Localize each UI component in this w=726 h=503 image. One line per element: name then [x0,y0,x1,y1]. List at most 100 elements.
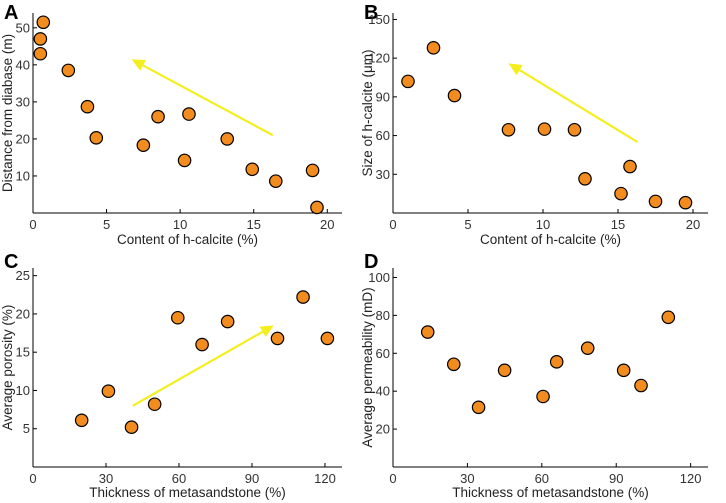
y-tick-label: 15 [16,345,30,360]
y-tick-label: 90 [376,89,390,104]
data-point [245,162,260,177]
data-point [182,107,196,121]
data-point [195,337,209,352]
panel-c-letter: C [4,251,18,273]
data-point [678,195,693,210]
data-point [124,420,139,434]
data-point [170,310,185,325]
panel-a: A 0 5 10 15 20 10 20 30 40 50 Content of h-calcit… [0,2,342,247]
data-point [616,363,631,378]
y-tick-label: 20 [16,131,30,146]
trend-arrow-shaft [132,330,264,407]
data-point [61,63,76,78]
data-point [614,186,628,201]
data-point [74,413,89,428]
data-point [446,357,461,372]
data-point [497,363,512,378]
x-tick-label: 120 [680,471,702,486]
data-point [401,74,415,89]
data-point [471,400,486,415]
y-tick-label: 120 [368,51,390,66]
x-tick-label: 90 [245,471,259,486]
panel-d-x-label: Thickness of metasandstone (%) [452,485,649,500]
x-tick-label: 15 [611,217,625,232]
data-point [33,46,48,61]
panel-d-points [420,310,676,415]
panel-b: B 0 5 10 15 20 30 60 90 120 150 Content of h-calc… [360,2,708,247]
data-point [537,122,552,136]
data-point [567,122,582,137]
panel-b-points [401,41,693,210]
panel-d-letter: D [364,251,378,273]
x-tick-label: 30 [99,471,113,486]
data-point [549,355,564,369]
x-tick-label: 90 [609,471,623,486]
panel-c-trend-arrow [132,325,274,407]
y-tick-label: 10 [16,168,30,183]
y-tick-label: 60 [376,128,390,143]
y-tick-label: 25 [16,268,30,283]
panel-a-points [33,15,324,215]
data-point [33,32,48,46]
data-point [661,310,676,325]
x-tick-label: 10 [536,217,550,232]
data-point [147,397,162,412]
y-tick-label: 30 [376,167,390,182]
data-point [536,389,550,404]
x-tick-label: 5 [103,217,110,232]
x-tick-label: 0 [29,217,36,232]
data-point [578,172,592,186]
data-point [623,159,637,174]
panel-d-y-label: Average permeability (mD) [360,287,375,447]
panel-d: D 0 30 60 90 120 20 40 60 80 100 Thickness of met… [360,251,708,500]
panel-b-y-label: Size of h-calcite (μm) [360,49,375,176]
panel-c-points [74,290,335,434]
y-tick-label: 40 [376,384,390,399]
panel-b-trend-arrow [508,63,639,143]
data-point [634,378,648,393]
data-point [80,99,95,114]
trend-arrow-head [131,59,146,71]
panel-a-letter: A [4,2,18,24]
data-point [648,194,663,209]
y-tick-label: 40 [16,57,30,72]
panel-c: C 0 30 60 90 120 5 10 15 20 25 Thickness of metas… [0,251,342,500]
panel-a-trend-arrow [131,59,274,137]
x-tick-label: 20 [320,217,334,232]
data-point [177,153,192,168]
data-point [268,174,283,188]
x-tick-label: 60 [535,471,549,486]
panel-c-y-label: Average porosity (%) [0,305,15,431]
y-tick-label: 80 [376,308,390,323]
data-point [320,331,335,346]
x-tick-label: 30 [460,471,474,486]
data-point [89,131,104,145]
data-point [426,41,441,55]
x-tick-label: 5 [464,217,471,232]
data-point [501,122,516,137]
x-tick-label: 10 [173,217,187,232]
panel-b-letter: B [364,2,378,24]
panel-c-axes [32,268,342,468]
panel-a-x-label: Content of h-calcite (%) [117,232,258,247]
data-point [220,132,235,146]
panel-a-axes [32,13,342,214]
panel-b-ticks: 0 5 10 15 20 30 60 90 120 150 [368,12,700,232]
panel-a-y-label: Distance from diabase (m) [0,34,15,192]
data-point [447,88,462,103]
panel-d-ticks: 0 30 60 90 120 20 40 60 80 100 [368,270,701,486]
data-point [305,163,320,178]
y-tick-label: 5 [23,421,30,436]
trend-arrow-shaft [142,64,274,137]
data-point [270,331,285,346]
panel-b-axes [392,13,708,214]
data-point [310,200,324,215]
panel-c-x-label: Thickness of metasandstone (%) [89,485,286,500]
panel-c-ticks: 0 30 60 90 120 5 10 15 20 25 [16,268,336,486]
data-point [220,314,235,329]
y-tick-label: 60 [376,346,390,361]
x-tick-label: 60 [172,471,186,486]
trend-arrow-head [508,63,523,76]
y-tick-label: 100 [368,270,390,285]
panel-a-ticks: 0 5 10 15 20 10 20 30 40 50 [16,20,335,232]
